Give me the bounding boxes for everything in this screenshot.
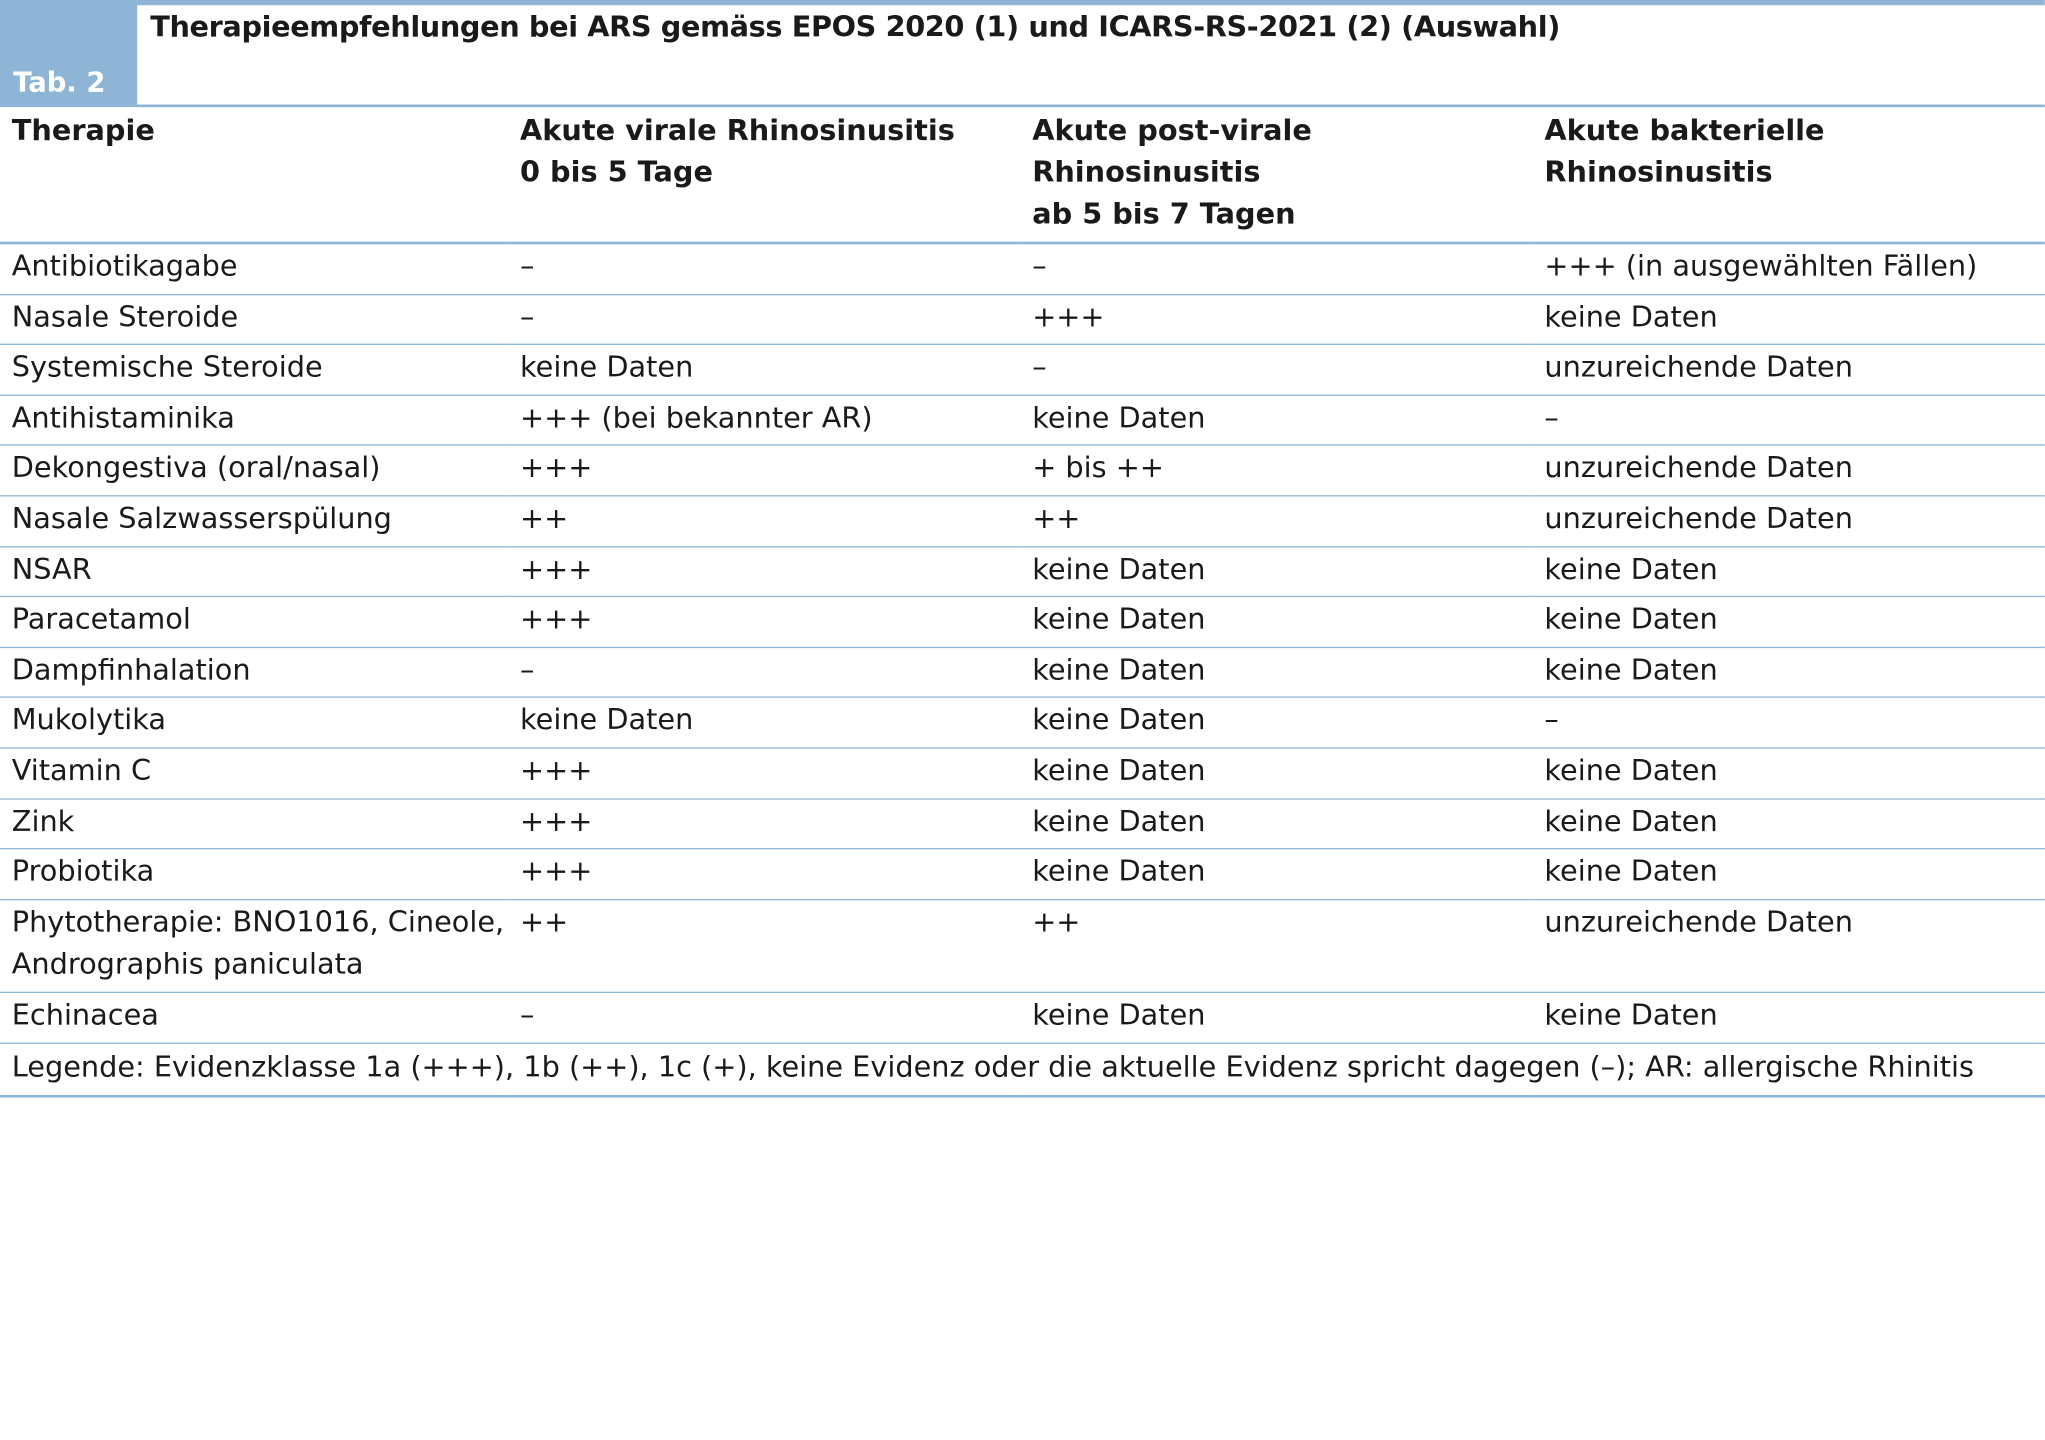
table-cell: unzureichende Daten (1532, 899, 2045, 993)
table-cell: +++ (508, 798, 1021, 850)
table-cell: keine Daten (1532, 992, 2045, 1044)
table-cell: keine Daten (1020, 848, 1533, 900)
header-rule (137, 0, 2045, 6)
table-cell: Nasale Salzwasserspülung (0, 495, 509, 547)
table-cell: Dekongestiva (oral/nasal) (0, 445, 509, 497)
table-row: Probiotika +++ keine Daten keine Daten (0, 848, 2045, 900)
column-header-line1: Akute post-virale Rhinosinusitis (1032, 114, 1312, 190)
table-cell: +++ (in ausgewählten Fällen) (1532, 243, 2045, 295)
table-cell: ++ (508, 899, 1021, 993)
column-header: Akute post-virale Rhinosinusitis ab 5 bi… (1020, 107, 1533, 245)
table-cell: keine Daten (1532, 747, 2045, 800)
table-cell: +++ (508, 596, 1021, 648)
table-cell: – (508, 294, 1021, 346)
table-cell: ++ (1020, 899, 1533, 993)
table-cell: keine Daten (508, 697, 1021, 749)
table-cell: Mukolytika (0, 697, 509, 749)
table-cell: keine Daten (1532, 596, 2045, 648)
table-cell: Zink (0, 798, 509, 850)
table-row: Systemische Steroide keine Daten – unzur… (0, 344, 2045, 396)
table-cell: Antihistaminika (0, 394, 509, 447)
table-cell: – (508, 647, 1021, 699)
table-cell: Nasale Steroide (0, 294, 509, 346)
table-cell: Probiotika (0, 848, 509, 900)
column-header: Akute virale Rhinosinusitis 0 bis 5 Tage (508, 107, 1021, 245)
table-cell: unzureichende Daten (1532, 445, 2045, 497)
table-cell: – (1020, 344, 1533, 396)
tab-label: Tab. 2 (13, 66, 106, 98)
table-cell: – (1532, 394, 2045, 447)
table-row: Dampfinhalation – keine Daten keine Date… (0, 647, 2045, 699)
table-row: Vitamin C +++ keine Daten keine Daten (0, 747, 2045, 800)
column-header: Therapie (0, 107, 509, 245)
title-divider (0, 104, 2045, 108)
table-cell: NSAR (0, 546, 509, 598)
table-cell: – (508, 992, 1021, 1044)
table-cell: keine Daten (1020, 394, 1533, 447)
table-row: Echinacea – keine Daten keine Daten (0, 992, 2045, 1044)
column-header-line1: Therapie (11, 114, 155, 148)
table-row: Antibiotikagabe – – +++ (in ausgewählten… (0, 243, 2045, 295)
table-cell: – (1532, 697, 2045, 749)
table-cell: + bis ++ (1020, 445, 1533, 497)
table-row: Phytotherapie: BNO1016, Cineole, Androgr… (0, 899, 2045, 993)
therapy-table: Therapie Akute virale Rhinosinusitis 0 b… (0, 107, 2045, 1098)
table-title: Therapieempfehlungen bei ARS gemäss EPOS… (150, 11, 1560, 45)
table-row: Mukolytika keine Daten keine Daten – (0, 697, 2045, 749)
column-header: Akute bakterielle Rhinosinusitis (1532, 107, 2045, 245)
table-row: Nasale Steroide – +++ keine Daten (0, 294, 2045, 346)
table-cell: +++ (508, 546, 1021, 598)
table-cell: unzureichende Daten (1532, 344, 2045, 396)
table-cell: keine Daten (1532, 546, 2045, 598)
table-row: Paracetamol +++ keine Daten keine Daten (0, 596, 2045, 648)
table-cell: +++ (508, 848, 1021, 900)
table-cell: keine Daten (1532, 798, 2045, 850)
table-cell: +++ (508, 747, 1021, 800)
column-header-line1: Akute bakterielle Rhinosinusitis (1544, 114, 1825, 190)
table-cell: Dampfinhalation (0, 647, 509, 699)
table-cell: keine Daten (1020, 647, 1533, 699)
table-row: Dekongestiva (oral/nasal) +++ + bis ++ u… (0, 445, 2045, 497)
column-header-line2: ab 5 bis 7 Tagen (1032, 198, 1296, 232)
column-header-line1: Akute virale Rhinosinusitis (520, 114, 955, 148)
table-cell: keine Daten (1020, 697, 1533, 749)
table-row: Antihistaminika +++ (bei bekannter AR) k… (0, 394, 2045, 447)
table-cell: Systemische Steroide (0, 344, 509, 396)
table-cell: keine Daten (1020, 747, 1533, 800)
column-header-line2: 0 bis 5 Tage (520, 156, 713, 190)
table-cell: – (508, 243, 1021, 295)
table-cell: keine Daten (1020, 546, 1533, 598)
table-cell: keine Daten (1532, 647, 2045, 699)
table-cell: Paracetamol (0, 596, 509, 648)
table-cell: keine Daten (508, 344, 1021, 396)
table-cell: Echinacea (0, 992, 509, 1044)
table-cell: keine Daten (1020, 798, 1533, 850)
table-cell: unzureichende Daten (1532, 495, 2045, 547)
header-row: Therapie Akute virale Rhinosinusitis 0 b… (0, 107, 2045, 245)
table-cell: +++ (508, 445, 1021, 497)
table-cell: ++ (508, 495, 1021, 547)
table-cell: keine Daten (1020, 596, 1533, 648)
table-cell: +++ (1020, 294, 1533, 346)
table-cell: keine Daten (1020, 992, 1533, 1044)
table-cell: +++ (bei bekannter AR) (508, 394, 1021, 447)
table-row: Nasale Salzwasserspülung ++ ++ unzureich… (0, 495, 2045, 547)
table-cell: Vitamin C (0, 747, 509, 800)
legend-row: Legende: Evidenzklasse 1a (+++), 1b (++)… (0, 1042, 2045, 1098)
table-cell: keine Daten (1532, 294, 2045, 346)
tab-badge: Tab. 2 (0, 0, 138, 105)
table-cell: keine Daten (1532, 848, 2045, 900)
table-legend: Legende: Evidenzklasse 1a (+++), 1b (++)… (0, 1042, 2045, 1098)
table-cell: Phytotherapie: BNO1016, Cineole, Androgr… (0, 899, 509, 993)
table-row: NSAR +++ keine Daten keine Daten (0, 546, 2045, 598)
table-cell: ++ (1020, 495, 1533, 547)
table-row: Zink +++ keine Daten keine Daten (0, 798, 2045, 850)
table-cell: Antibiotikagabe (0, 243, 509, 295)
table-cell: – (1020, 243, 1533, 295)
